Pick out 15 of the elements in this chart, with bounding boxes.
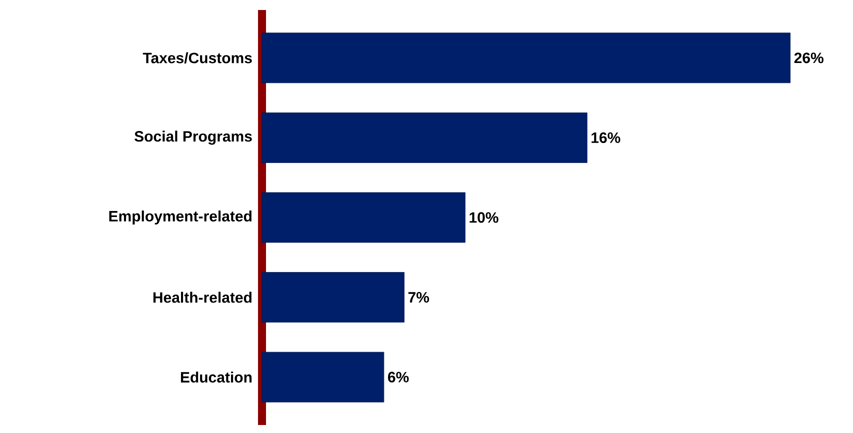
y-tick-label: Taxes/Customs: [142, 52, 252, 64]
data-label: 10%: [470, 212, 498, 223]
bar: [262, 192, 466, 243]
y-tick-label: Education: [180, 372, 252, 383]
bar: [262, 352, 384, 402]
y-tick-label: Employment-related: [109, 210, 252, 224]
data-label: 26%: [794, 52, 824, 64]
data-label: 16%: [592, 132, 620, 143]
data-label: 7%: [408, 292, 430, 303]
bar: [262, 272, 404, 323]
bar: [262, 32, 790, 84]
y-tick-label: Social Programs: [134, 130, 252, 145]
data-label: 6%: [388, 372, 409, 382]
bar: [262, 112, 588, 163]
y-tick-label: Health-related: [153, 292, 252, 303]
